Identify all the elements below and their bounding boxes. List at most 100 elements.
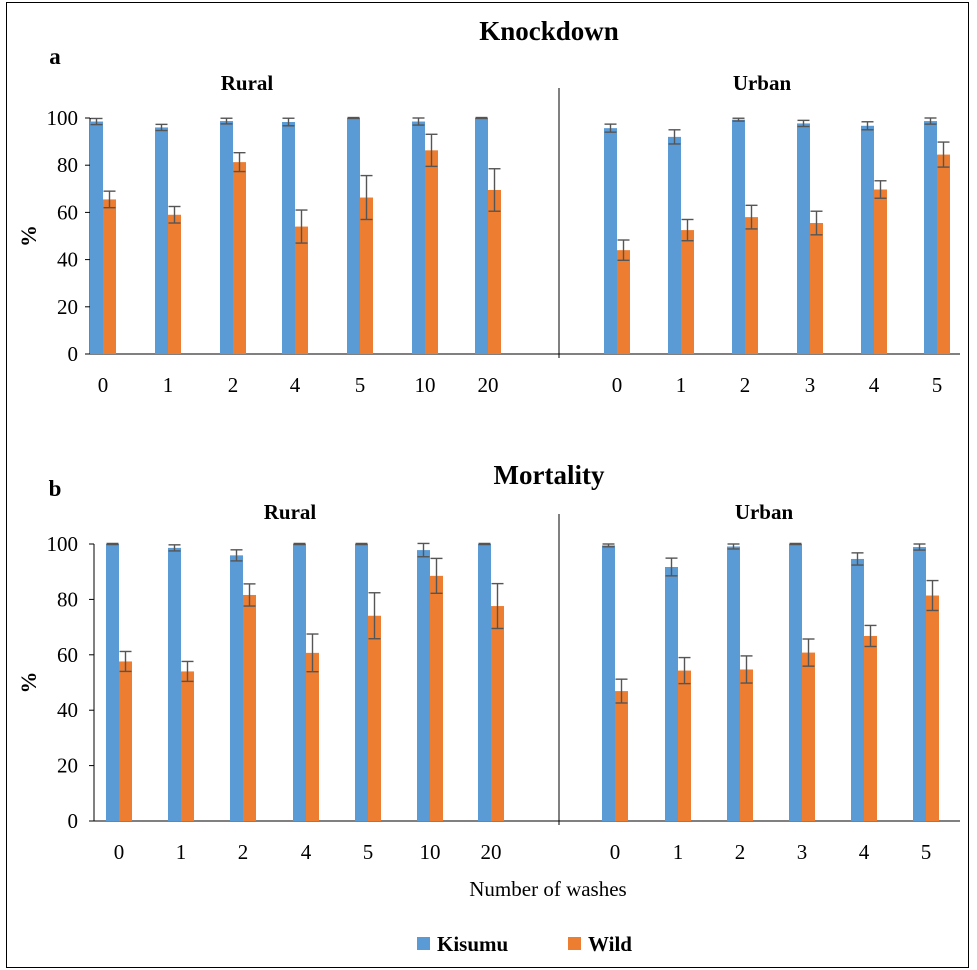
mortality-urban-subtitle: Urban bbox=[735, 500, 794, 524]
bar-kisumu bbox=[924, 121, 937, 355]
panel-letter-a: a bbox=[49, 44, 61, 69]
knockdown-rural-subtitle: Rural bbox=[221, 71, 274, 95]
error-bar-kisumu bbox=[861, 121, 874, 131]
error-bar-kisumu bbox=[106, 542, 119, 546]
bar-kisumu bbox=[797, 123, 810, 354]
knockdown-y-axis-label: % bbox=[16, 225, 41, 247]
bar-wild bbox=[937, 154, 950, 354]
x-tick-label: 0 bbox=[610, 840, 621, 864]
error-bar-wild bbox=[368, 592, 381, 640]
bar-wild bbox=[745, 217, 758, 354]
legend-swatch bbox=[568, 937, 581, 950]
bar-wild bbox=[802, 652, 815, 821]
bar-kisumu bbox=[475, 118, 488, 354]
y-tick-label: 40 bbox=[57, 698, 78, 722]
x-tick-label: 5 bbox=[921, 840, 932, 864]
bar-kisumu bbox=[478, 544, 491, 821]
y-tick-label: 80 bbox=[57, 153, 78, 177]
legend-label: Wild bbox=[588, 932, 632, 956]
error-bar-kisumu bbox=[789, 542, 802, 546]
mortality-title: Mortality bbox=[494, 460, 605, 490]
error-bar-kisumu bbox=[347, 116, 360, 120]
legend-label: Kisumu bbox=[437, 932, 509, 956]
error-bar-wild bbox=[103, 190, 116, 209]
bar-kisumu bbox=[230, 555, 243, 821]
mortality-y-axis-label: % bbox=[16, 672, 41, 694]
bar-kisumu bbox=[668, 136, 681, 354]
error-bar-kisumu bbox=[604, 123, 617, 133]
y-tick-label: 100 bbox=[47, 106, 79, 130]
bar-kisumu bbox=[602, 545, 615, 821]
x-tick-label: 20 bbox=[481, 840, 502, 864]
error-bar-wild bbox=[119, 650, 132, 673]
error-bar-wild bbox=[745, 204, 758, 230]
error-bar-wild bbox=[491, 582, 504, 630]
error-bar-kisumu bbox=[602, 543, 615, 548]
x-tick-label: 4 bbox=[869, 373, 880, 397]
y-tick-label: 20 bbox=[57, 295, 78, 319]
error-bar-wild bbox=[615, 678, 628, 704]
bar-kisumu bbox=[861, 125, 874, 355]
mortality-rural-subtitle: Rural bbox=[264, 500, 317, 524]
bar-wild bbox=[119, 661, 132, 821]
bar-wild bbox=[360, 197, 373, 354]
error-bar-wild bbox=[802, 638, 815, 667]
x-tick-label: 1 bbox=[676, 373, 687, 397]
error-bar-kisumu bbox=[851, 552, 864, 566]
error-bar-kisumu bbox=[727, 543, 740, 550]
bar-kisumu bbox=[412, 121, 425, 354]
error-bar-kisumu bbox=[90, 117, 103, 126]
bar-wild bbox=[243, 594, 256, 821]
bar-kisumu bbox=[913, 547, 926, 821]
bar-wild bbox=[678, 670, 691, 821]
x-tick-label: 10 bbox=[420, 840, 441, 864]
error-bar-kisumu bbox=[732, 117, 745, 122]
x-tick-label: 3 bbox=[797, 840, 808, 864]
bar-kisumu bbox=[155, 127, 168, 354]
bar-wild bbox=[430, 575, 443, 821]
x-tick-label: 5 bbox=[355, 373, 366, 397]
x-tick-label: 4 bbox=[290, 373, 301, 397]
error-bar-wild bbox=[425, 133, 438, 168]
x-tick-label: 4 bbox=[301, 840, 312, 864]
bar-kisumu bbox=[90, 121, 103, 354]
bar-kisumu bbox=[347, 118, 360, 354]
bar-wild bbox=[295, 226, 308, 354]
error-bar-kisumu bbox=[668, 129, 681, 145]
error-bar-wild bbox=[233, 151, 246, 173]
x-tick-label: 10 bbox=[415, 373, 436, 397]
bar-wild bbox=[615, 691, 628, 821]
error-bar-wild bbox=[926, 579, 939, 612]
x-tick-label: 1 bbox=[163, 373, 174, 397]
error-bar-wild bbox=[874, 180, 887, 199]
error-bar-wild bbox=[681, 218, 694, 242]
error-bar-wild bbox=[430, 557, 443, 595]
error-bar-wild bbox=[168, 205, 181, 224]
error-bar-kisumu bbox=[924, 117, 937, 125]
x-tick-label: 20 bbox=[478, 373, 499, 397]
bar-wild bbox=[617, 250, 630, 354]
error-bar-wild bbox=[306, 633, 319, 673]
bar-kisumu bbox=[293, 544, 306, 821]
knockdown-title: Knockdown bbox=[479, 16, 619, 46]
bar-wild bbox=[864, 635, 877, 821]
legend-item-kisumu: Kisumu bbox=[417, 932, 509, 956]
error-bar-wild bbox=[864, 624, 877, 648]
error-bar-kisumu bbox=[665, 557, 678, 577]
x-tick-label: 5 bbox=[932, 373, 943, 397]
y-tick-label: 100 bbox=[47, 532, 79, 556]
x-tick-label: 1 bbox=[176, 840, 187, 864]
error-bar-wild bbox=[810, 210, 823, 236]
x-tick-label: 4 bbox=[859, 840, 870, 864]
bar-wild bbox=[233, 162, 246, 354]
error-bar-wild bbox=[295, 209, 308, 244]
y-tick-label: 60 bbox=[57, 643, 78, 667]
x-axis-label: Number of washes bbox=[469, 877, 626, 901]
y-tick-label: 40 bbox=[57, 248, 78, 272]
bar-wild bbox=[681, 230, 694, 354]
bar-wild bbox=[425, 150, 438, 354]
bar-kisumu bbox=[220, 121, 233, 355]
panel-letter-b: b bbox=[49, 476, 62, 501]
